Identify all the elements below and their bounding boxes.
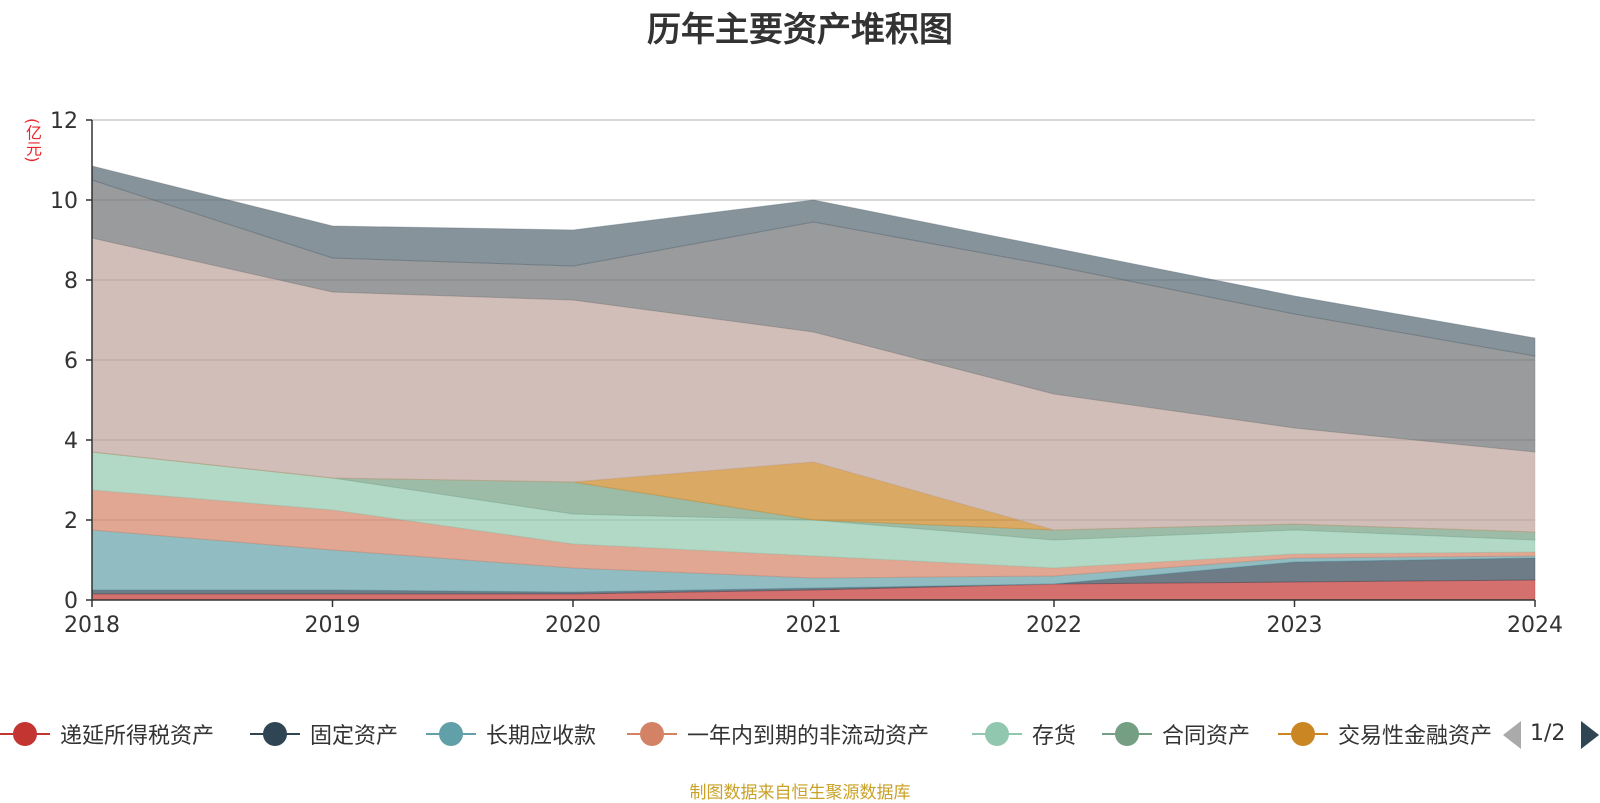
legend-item[interactable]: 交易性金融资产 (1278, 716, 1492, 752)
x-tick-label: 2024 (1507, 613, 1563, 638)
x-tick-label: 2022 (1026, 613, 1082, 638)
legend-marker-icon (250, 716, 300, 752)
y-tick-label: 2 (64, 509, 78, 534)
legend-prev-page-icon[interactable] (1503, 721, 1521, 749)
legend-label: 存货 (1032, 724, 1077, 749)
chart-title: 历年主要资产堆积图 (647, 10, 953, 50)
area-series-6 (91, 451, 1536, 541)
legend-label: 递延所得税资产 (60, 724, 215, 749)
x-tick-label: 2020 (545, 613, 601, 638)
legend: 1/2 递延所得税资产 固定资产 长期应收款 一年内到期的非流动资产 存货 合同资产 交易性… (0, 716, 1600, 752)
x-tick-label: 2021 (786, 613, 842, 638)
legend-marker-icon (972, 716, 1022, 752)
x-tick-label: 2019 (305, 613, 361, 638)
y-tick-label: 10 (50, 189, 78, 214)
y-tick-label: 8 (64, 269, 78, 294)
legend-dot-icon (640, 722, 664, 746)
legend-item[interactable]: 固定资产 (250, 716, 398, 752)
y-axis-unit-label: (亿元) (23, 118, 42, 163)
legend-dot-icon (263, 722, 287, 746)
legend-dot-icon (13, 722, 37, 746)
legend-marker-icon (0, 716, 50, 752)
legend-item[interactable]: 合同资产 (1102, 716, 1250, 752)
legend-page-indicator: 1/2 (1530, 721, 1566, 746)
legend-label: 合同资产 (1162, 724, 1251, 749)
source-note: 制图数据来自恒生聚源数据库 (689, 783, 911, 803)
x-tick-label: 2023 (1267, 613, 1323, 638)
legend-next-page-icon[interactable] (1581, 721, 1599, 749)
legend-marker-icon (426, 716, 476, 752)
legend-label: 交易性金融资产 (1338, 724, 1493, 749)
legend-marker-icon (627, 716, 677, 752)
area-series-10 (91, 165, 1536, 357)
y-tick-label: 6 (64, 349, 78, 374)
legend-item[interactable]: 存货 (972, 716, 1076, 752)
y-tick-label: 12 (50, 109, 78, 134)
legend-label: 固定资产 (310, 724, 399, 749)
legend-label: 一年内到期的非流动资产 (687, 724, 930, 749)
legend-dot-icon (1115, 722, 1139, 746)
y-tick-label: 0 (64, 589, 78, 614)
x-tick-label: 2018 (64, 613, 120, 638)
legend-marker-icon (1102, 716, 1152, 752)
legend-dot-icon (1291, 722, 1315, 746)
legend-dot-icon (985, 722, 1009, 746)
legend-label: 长期应收款 (486, 724, 597, 749)
legend-marker-icon (1278, 716, 1328, 752)
legend-item[interactable]: 一年内到期的非流动资产 (627, 716, 929, 752)
legend-dot-icon (439, 722, 463, 746)
legend-item[interactable]: 长期应收款 (426, 716, 596, 752)
area-series-2 (91, 557, 1536, 595)
legend-item[interactable]: 递延所得税资产 (0, 716, 214, 752)
y-tick-label: 4 (64, 429, 78, 454)
